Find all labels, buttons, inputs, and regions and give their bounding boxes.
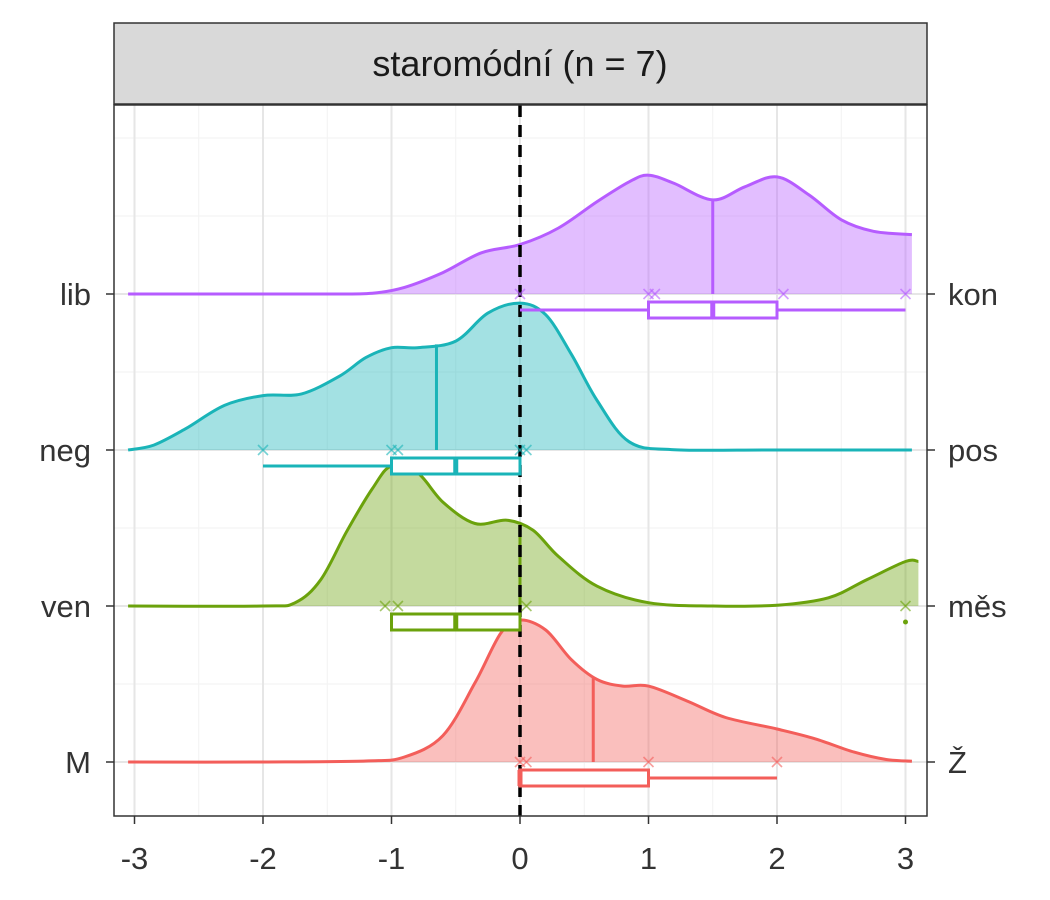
data-point-stroke: [257, 444, 269, 456]
facet-strip: [113, 22, 928, 105]
data-point-stroke: [642, 756, 655, 768]
x-tick-label: -2: [249, 841, 277, 876]
data-point-neg: [257, 444, 269, 456]
density-line-ven: [128, 463, 919, 608]
data-point-stroke: [514, 288, 526, 300]
data-point-neg: [392, 444, 404, 456]
data-point-lib: [899, 288, 912, 300]
y-label-right: pos: [948, 433, 998, 468]
density-fill-ven: [128, 464, 919, 607]
density-line-lib: [128, 173, 913, 296]
data-point-stroke: [392, 444, 404, 456]
data-point-lib: [649, 288, 661, 300]
x-tick-label: 1: [640, 841, 657, 876]
x-tick-label: 0: [511, 841, 528, 876]
y-label-left: lib: [60, 277, 91, 312]
y-label-left: M: [65, 745, 91, 780]
data-point-ven: [520, 600, 532, 612]
data-point-stroke: [899, 600, 912, 612]
data-point-stroke: [777, 288, 789, 300]
data-point-stroke: [649, 288, 661, 300]
data-point-M: [520, 756, 532, 768]
overlays: [257, 105, 912, 816]
y-label-right: měs: [948, 589, 1007, 624]
data-point-stroke: [379, 600, 391, 612]
data-point-M: [642, 756, 655, 768]
data-point-stroke: [520, 756, 532, 768]
box-M: [518, 768, 650, 788]
axes: -3 -2 -1 0 1 2 3 lib kon neg pos ven měs M Ž: [39, 277, 1006, 876]
y-label-left: neg: [39, 433, 91, 468]
y-label-right: Ž: [948, 745, 967, 780]
data-point-neg: [520, 444, 532, 456]
density-line-neg: [127, 301, 912, 452]
x-tick-label: 3: [897, 841, 914, 876]
y-label-right: kon: [948, 277, 998, 312]
data-point-ven: [392, 600, 404, 612]
data-point-stroke: [392, 600, 404, 612]
data-point-stroke: [771, 756, 783, 768]
density-fill-lib: [128, 175, 912, 295]
y-label-left: ven: [41, 589, 91, 624]
data-point-lib: [514, 288, 526, 300]
data-point-stroke: [899, 288, 912, 300]
data-point-M: [771, 756, 783, 768]
data-point-lib: [777, 288, 789, 300]
facet-title: staromódní (n = 7): [372, 43, 667, 84]
x-tick-label: -1: [378, 841, 406, 876]
data-point-stroke: [520, 444, 532, 456]
x-tick-label: 2: [768, 841, 785, 876]
x-tick-label: -3: [121, 841, 149, 876]
data-point-ven: [899, 600, 912, 612]
outlier-point-ven: [903, 619, 908, 625]
data-point-ven: [379, 600, 391, 612]
density-line-M: [128, 618, 913, 764]
data-point-stroke: [520, 600, 532, 612]
